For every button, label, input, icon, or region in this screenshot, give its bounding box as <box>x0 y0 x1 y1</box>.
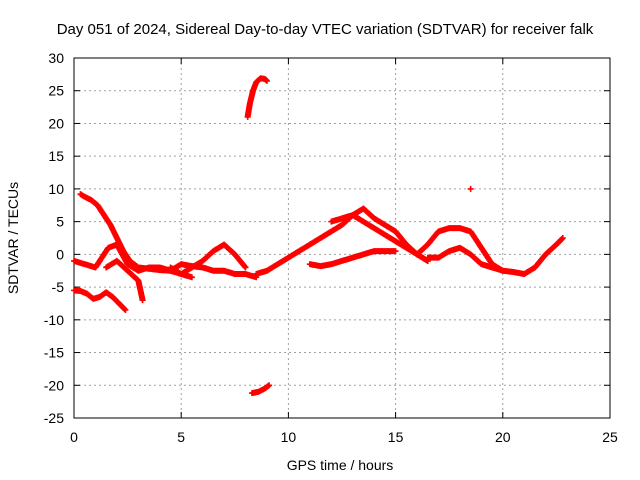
data-point <box>559 235 566 242</box>
series-track-7 <box>248 382 273 397</box>
y-tick-label: -20 <box>44 377 64 393</box>
y-tick-label: 10 <box>48 181 64 197</box>
y-tick-label: 0 <box>56 246 64 262</box>
series-track-5 <box>167 241 249 277</box>
y-axis-label: SDTVAR / TECUs <box>5 182 21 294</box>
y-tick-label: -5 <box>52 279 65 295</box>
x-tick-label: 5 <box>177 429 185 445</box>
data-point <box>266 382 273 389</box>
x-tick-label: 15 <box>388 429 404 445</box>
series-track-2 <box>71 287 129 313</box>
series-track-12 <box>424 244 506 274</box>
x-tick-label: 0 <box>70 429 78 445</box>
data-point <box>392 248 399 255</box>
x-axis-ticks: 0 5 10 15 20 25 <box>70 58 618 445</box>
y-tick-label: -15 <box>44 345 64 361</box>
data-point <box>467 185 474 192</box>
data-point <box>139 297 146 304</box>
data-points <box>71 75 566 397</box>
series-track-4 <box>103 257 146 304</box>
y-tick-label: 15 <box>48 148 64 164</box>
chart-title: Day 051 of 2024, Sidereal Day-to-day VTE… <box>57 21 594 38</box>
series-track-13 <box>467 185 474 192</box>
series-track-6 <box>244 75 270 120</box>
y-tick-label: 5 <box>56 214 64 230</box>
series-track-9 <box>328 212 431 264</box>
x-tick-label: 20 <box>495 429 511 445</box>
series-track-3 <box>71 241 260 281</box>
plot-frame <box>73 57 611 419</box>
y-tick-label: -25 <box>44 410 64 426</box>
data-point <box>242 264 249 271</box>
data-point <box>121 306 128 313</box>
data-point <box>263 77 270 84</box>
data-point <box>122 307 129 313</box>
data-point <box>499 267 506 274</box>
y-tick-label: 25 <box>48 83 64 99</box>
y-axis-ticks: -25 -20 -15 -10 -5 0 5 10 15 20 25 30 <box>44 50 610 426</box>
data-point <box>559 235 566 241</box>
x-axis-label: GPS time / hours <box>287 457 394 473</box>
x-tick-label: 25 <box>602 429 618 445</box>
x-tick-label: 10 <box>281 429 297 445</box>
series-track-10 <box>306 248 399 270</box>
data-point <box>188 274 195 281</box>
y-tick-label: 20 <box>48 115 64 131</box>
y-tick-label: 30 <box>48 50 64 66</box>
grid <box>74 58 610 418</box>
y-tick-label: -10 <box>44 312 64 328</box>
